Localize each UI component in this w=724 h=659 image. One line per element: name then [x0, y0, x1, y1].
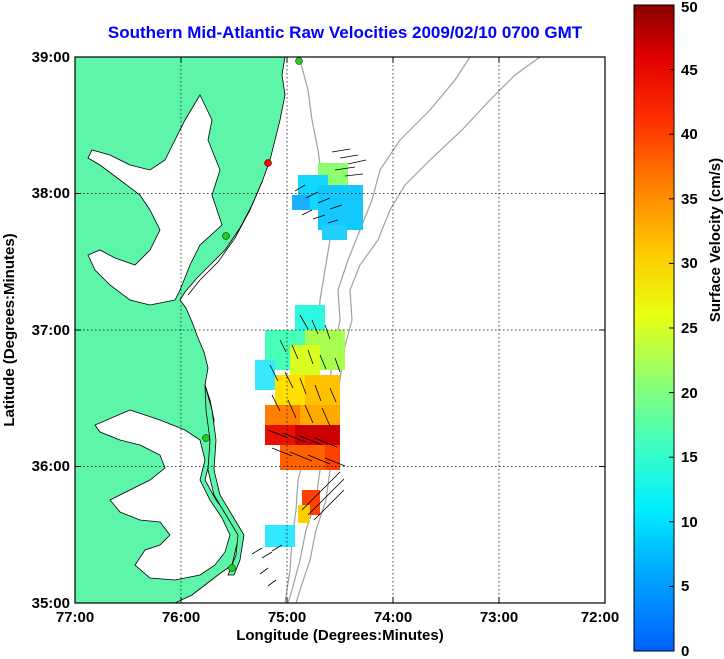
colorbar-tick-label: 5: [681, 578, 689, 595]
x-tick-label: 73:00: [480, 609, 518, 626]
colorbar-tick-label: 15: [681, 449, 698, 466]
x-tick-label: 75:00: [268, 609, 306, 626]
x-axis-label: Longitude (Degrees:Minutes): [236, 627, 444, 644]
tick-marks: [75, 57, 605, 603]
colorbar-tick-label: 10: [681, 514, 698, 531]
colorbar: [633, 4, 675, 652]
colorbar-tick-label: 0: [681, 643, 689, 659]
map-title: Southern Mid-Atlantic Raw Velocities 200…: [108, 23, 583, 42]
velocity-patch-central: [255, 305, 345, 470]
y-tick-label: 35:00: [32, 595, 70, 612]
velocity-vectors: [251, 148, 367, 587]
chesapeake-bay: [87, 94, 223, 306]
x-tick-label: 72:00: [581, 609, 619, 626]
y-axis-label: Latitude (Degrees:Minutes): [1, 233, 18, 426]
y-tick-label: 36:00: [32, 458, 70, 475]
radar-station-marker: [222, 232, 230, 240]
colorbar-tick-label: 40: [681, 126, 698, 143]
colorbar-label: Surface Velocity (cm/s): [707, 158, 724, 322]
colorbar-tick-label: 35: [681, 191, 698, 208]
pamlico-sound: [94, 409, 231, 581]
x-tick-label: 76:00: [162, 609, 200, 626]
delmarva-shore: [187, 181, 263, 296]
velocity-patch-north: [292, 163, 363, 240]
y-tick-label: 38:00: [32, 185, 70, 202]
radar-station-marker: [228, 564, 236, 572]
radar-station-marker: [264, 159, 272, 167]
radar-station-marker: [295, 57, 303, 65]
colorbar-tick-label: 50: [681, 0, 698, 16]
y-tick-label: 37:00: [32, 322, 70, 339]
barrier-islands: [204, 384, 245, 576]
grid: [75, 57, 605, 603]
colorbar-tick-label: 30: [681, 255, 698, 272]
x-tick-label: 77:00: [56, 609, 94, 626]
colorbar-ticks: [669, 4, 674, 652]
bathymetry-contour-outer: [295, 57, 541, 603]
colorbar-tick-label: 45: [681, 62, 698, 79]
y-tick-label: 39:00: [32, 49, 70, 66]
colorbar-tick-label: 25: [681, 320, 698, 337]
colorbar-tick-label: 20: [681, 385, 698, 402]
x-tick-label: 74:00: [374, 609, 412, 626]
radar-station-marker: [202, 434, 210, 442]
colorbar-tick-labels: 0 5 10 15 20 25 30 35 40 45 50: [681, 0, 698, 659]
